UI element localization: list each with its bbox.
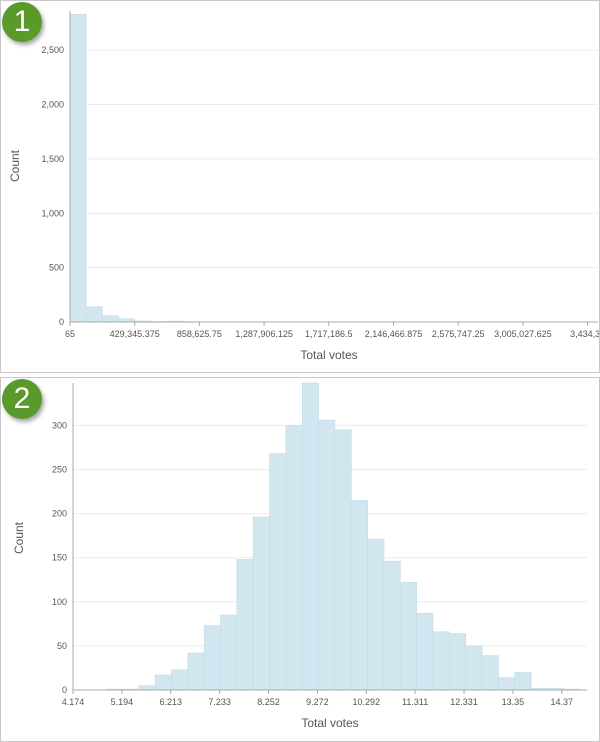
x-tick-label: 7.233 [208, 697, 231, 707]
y-tick-label: 50 [57, 641, 67, 651]
y-tick-label: 1,000 [41, 208, 64, 218]
x-tick-label: 4.174 [62, 697, 85, 707]
x-tick-label: 65 [65, 329, 75, 339]
x-tick-label: 5.194 [111, 697, 134, 707]
x-tick-label: 10.292 [353, 697, 381, 707]
histogram-bar [465, 645, 483, 691]
x-tick-label: 13.35 [502, 697, 525, 707]
histogram-bar [236, 559, 254, 691]
histogram-bar [171, 669, 189, 691]
y-tick-label: 0 [62, 685, 67, 695]
x-tick-label: 12.331 [450, 697, 478, 707]
y-axis-label: Count [8, 149, 22, 182]
histogram-bar [252, 516, 270, 691]
y-tick-label: 1,500 [41, 154, 64, 164]
histogram-bar [367, 538, 385, 691]
histogram-bar [498, 677, 516, 691]
histogram-bar [85, 306, 103, 323]
x-axis-label: Total votes [301, 716, 358, 730]
y-tick-label: 150 [52, 553, 67, 563]
y-tick-label: 200 [52, 509, 67, 519]
y-tick-label: 0 [59, 317, 64, 327]
histogram-panel-2: 2 0 50 100 150 200 250 300 4.174 5.194 6.213 7.233… [0, 377, 600, 742]
y-tick-label: 2,500 [41, 45, 64, 55]
histogram-bar [514, 672, 532, 691]
x-tick-label: 8.252 [257, 697, 280, 707]
histogram-bar [318, 419, 336, 691]
histogram-bar [269, 453, 287, 691]
y-tick-label: 300 [52, 420, 67, 430]
histogram-bar [102, 315, 119, 323]
histogram-bar [350, 500, 368, 691]
histogram-bar [400, 582, 417, 691]
x-tick-label: 2,146,466.875 [365, 329, 423, 339]
histogram-bar [481, 655, 499, 691]
histogram-bar [203, 625, 221, 691]
histogram-bar [285, 425, 303, 691]
histogram-bar [449, 633, 467, 691]
step-badge-1: 1 [2, 2, 42, 42]
x-tick-label: 9.272 [306, 697, 329, 707]
histogram-bar [138, 685, 156, 691]
x-tick-label: 1,287,906.125 [235, 329, 293, 339]
histogram-panel-1: 1 0 500 1,000 1,500 2,000 2,500 65 429,345.375 8… [0, 0, 600, 373]
x-tick-label: 1,717,186.5 [305, 329, 353, 339]
histogram-bar [301, 382, 319, 691]
x-axis-label: Total votes [300, 348, 357, 362]
histogram-bar [432, 631, 450, 691]
histogram-bar [334, 429, 352, 691]
y-axis-label: Count [12, 521, 26, 554]
histogram-bar [69, 13, 87, 323]
x-tick-label: 3,434,30 [570, 329, 599, 339]
histogram-chart-1: 0 500 1,000 1,500 2,000 2,500 65 429,345.375 858… [8, 11, 599, 362]
histogram-bar [416, 612, 434, 691]
y-tick-label: 250 [52, 464, 67, 474]
y-tick-label: 2,000 [41, 100, 64, 110]
x-tick-label: 2,575,747.25 [432, 329, 485, 339]
y-tick-label: 100 [52, 597, 67, 607]
x-tick-label: 11.311 [402, 697, 428, 707]
y-tick-label: 500 [49, 263, 64, 273]
step-badge-2: 2 [2, 379, 42, 419]
x-tick-label: 429,345.375 [110, 329, 160, 339]
x-tick-label: 6.213 [159, 697, 182, 707]
histogram-bar [187, 652, 205, 691]
x-tick-label: 858,625.75 [177, 329, 222, 339]
x-tick-label: 3,005,027.625 [494, 329, 552, 339]
histogram-chart-2: 0 50 100 150 200 250 300 4.174 5.194 6.213 7.233 8.… [12, 382, 587, 730]
histogram-bar [383, 560, 401, 691]
histogram-bar [220, 614, 238, 691]
histogram-bar [154, 674, 172, 691]
x-tick-label: 14.37 [551, 697, 574, 707]
